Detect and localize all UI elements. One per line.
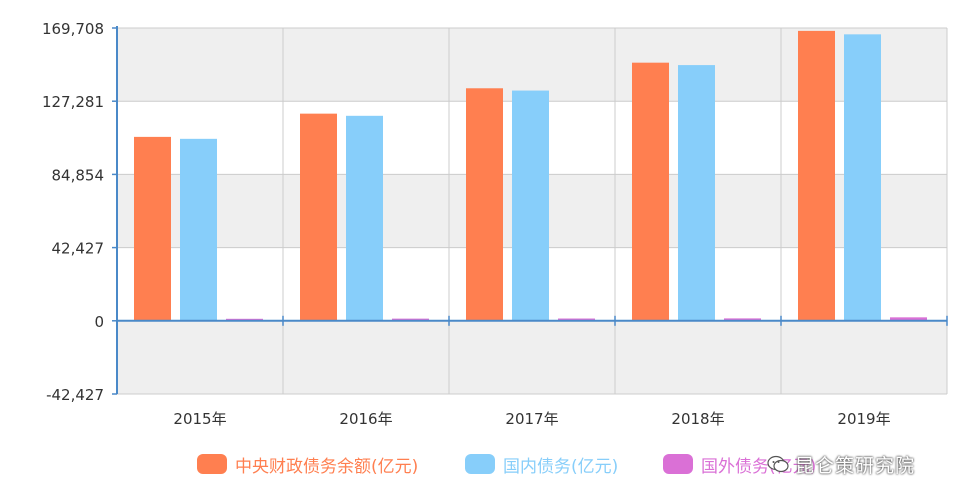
bar-2-3[interactable] xyxy=(512,90,549,321)
plot-band xyxy=(117,320,947,394)
x-tick-label: 2015年 xyxy=(173,410,226,428)
bar-3-4[interactable] xyxy=(724,318,761,321)
legend-item-2[interactable]: 国内债务(亿元) xyxy=(465,448,618,480)
y-tick-label: 42,427 xyxy=(52,240,105,258)
watermark-text: 昆仑策研究院 xyxy=(795,454,916,477)
x-tick-label: 2017年 xyxy=(505,410,558,428)
bar-2-5[interactable] xyxy=(844,34,881,321)
legend-label: 国内债务(亿元) xyxy=(503,456,619,477)
axes xyxy=(112,26,948,395)
y-tick-label: 84,854 xyxy=(52,166,105,184)
legend-swatch xyxy=(465,454,495,474)
x-tick-label: 2019年 xyxy=(837,410,890,428)
y-tick-label: 127,281 xyxy=(42,93,104,111)
y-tick-label: 169,708 xyxy=(42,20,104,38)
bar-2-1[interactable] xyxy=(180,138,217,321)
x-tick-label: 2016年 xyxy=(339,410,392,428)
x-tick-label: 2018年 xyxy=(671,410,724,428)
legend-label: 中央财政债务余额(亿元) xyxy=(235,456,419,477)
legend-swatch xyxy=(197,454,227,474)
bar-1-3[interactable] xyxy=(466,88,503,321)
bar-chart: 169,708 127,281 84,854 42,427 0 -42,427 2015年… xyxy=(42,20,948,428)
legend-swatch xyxy=(663,454,693,474)
legend-item-3[interactable]: 国外债务(亿元) xyxy=(663,448,816,480)
bar-3-3[interactable] xyxy=(558,318,595,321)
bar-1-5[interactable] xyxy=(798,30,835,321)
bar-2-2[interactable] xyxy=(346,115,383,321)
bar-1-2[interactable] xyxy=(300,113,337,321)
legend-label: 国外债务(亿元) xyxy=(701,456,817,477)
wechat-icon xyxy=(767,455,789,473)
y-tick-label: 0 xyxy=(94,313,104,331)
y-tick-label: -42,427 xyxy=(46,386,104,404)
bar-2-4[interactable] xyxy=(678,65,715,321)
vertical-gridlines xyxy=(282,28,948,394)
bar-3-5[interactable] xyxy=(890,317,927,321)
bar-3-2[interactable] xyxy=(392,318,429,321)
legend: 中央财政债务余额(亿元) 国内债务(亿元) 国外债务(亿元) xyxy=(0,448,976,480)
bar-1-4[interactable] xyxy=(632,62,669,321)
bars xyxy=(134,30,927,321)
watermark: 昆仑策研究院 xyxy=(767,448,915,480)
legend-item-1[interactable]: 中央财政债务余额(亿元) xyxy=(197,448,418,480)
y-tick-labels: 169,708 127,281 84,854 42,427 0 -42,427 xyxy=(42,20,104,404)
x-tick-labels: 2015年 2016年 2017年 2018年 2019年 xyxy=(173,410,890,428)
bar-1-1[interactable] xyxy=(134,136,171,321)
